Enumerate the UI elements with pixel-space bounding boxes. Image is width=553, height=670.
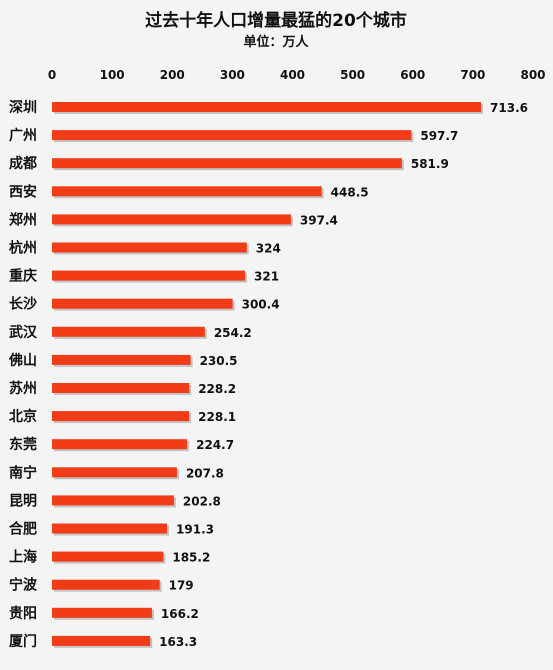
- value-label: 300.4: [242, 298, 280, 312]
- bar: [52, 439, 188, 450]
- category-label: 广州: [9, 127, 37, 144]
- chart-title: 过去十年人口增量最猛的20个城市: [145, 10, 407, 31]
- bar: [52, 102, 482, 112]
- x-tick-label: 0: [48, 68, 56, 82]
- category-label: 贵阳: [9, 605, 37, 622]
- bar: [52, 495, 174, 506]
- value-label: 228.2: [198, 382, 236, 396]
- value-label: 191.3: [176, 523, 214, 537]
- category-label: 合肥: [9, 521, 37, 538]
- x-tick-label: 700: [460, 68, 485, 82]
- bar: [52, 467, 177, 478]
- category-label: 佛山: [8, 352, 37, 369]
- bar-series: [52, 102, 484, 648]
- x-axis: 0 100 200 300 400 500 600 700 800: [48, 68, 546, 82]
- value-label: 207.8: [186, 466, 224, 480]
- category-label: 上海: [9, 549, 37, 566]
- x-tick-label: 300: [220, 68, 245, 82]
- category-label: 郑州: [9, 211, 37, 228]
- category-label: 东莞: [9, 436, 37, 453]
- category-label: 苏州: [9, 380, 37, 397]
- category-label: 南宁: [9, 464, 37, 481]
- x-tick-label: 500: [340, 68, 365, 82]
- value-label: 713.6: [490, 101, 528, 115]
- value-label: 185.2: [172, 551, 210, 565]
- value-label: 230.5: [200, 354, 238, 368]
- bar: [52, 130, 412, 141]
- value-label: 224.7: [196, 438, 234, 452]
- x-tick-label: 200: [160, 68, 185, 82]
- category-label: 成都: [9, 155, 37, 172]
- bar: [52, 214, 291, 225]
- bar: [52, 523, 168, 534]
- bar: [52, 242, 247, 253]
- value-label: 179: [169, 579, 194, 593]
- bar: [52, 607, 152, 618]
- chart-subtitle: 单位：万人: [243, 34, 309, 50]
- bar: [52, 579, 160, 590]
- value-label: 166.2: [161, 607, 199, 621]
- value-label: 228.1: [198, 410, 236, 424]
- value-label: 254.2: [214, 326, 252, 340]
- bar: [52, 551, 164, 562]
- category-label: 深圳: [9, 99, 37, 116]
- category-label: 西安: [9, 183, 37, 200]
- bar: [52, 158, 402, 169]
- value-labels: 713.6 597.7 581.9 448.5 397.4 324 321 300.4 254.…: [159, 101, 528, 649]
- category-label: 宁波: [9, 577, 38, 594]
- value-label: 581.9: [411, 157, 449, 171]
- bar: [52, 298, 233, 309]
- value-label: 397.4: [300, 213, 338, 227]
- category-label: 长沙: [9, 296, 37, 313]
- x-tick-label: 800: [520, 68, 545, 82]
- bar: [52, 635, 151, 646]
- x-tick-label: 100: [100, 68, 125, 82]
- bar: [52, 186, 322, 197]
- value-label: 324: [256, 242, 281, 256]
- x-tick-label: 600: [400, 68, 425, 82]
- value-label: 597.7: [420, 129, 458, 143]
- category-label: 昆明: [9, 493, 37, 509]
- bar: [52, 270, 246, 281]
- category-label: 重庆: [9, 268, 37, 285]
- bar: [52, 383, 190, 393]
- value-label: 321: [254, 270, 279, 284]
- category-label: 北京: [9, 408, 37, 425]
- value-label: 448.5: [331, 185, 369, 199]
- value-label: 163.3: [159, 635, 197, 649]
- category-label: 厦门: [9, 633, 37, 650]
- x-tick-label: 400: [280, 68, 305, 82]
- bar: [52, 354, 191, 365]
- value-label: 202.8: [183, 494, 221, 508]
- bar: [52, 411, 190, 422]
- bar: [52, 326, 205, 337]
- category-label: 武汉: [9, 324, 38, 341]
- category-label: 杭州: [9, 240, 37, 257]
